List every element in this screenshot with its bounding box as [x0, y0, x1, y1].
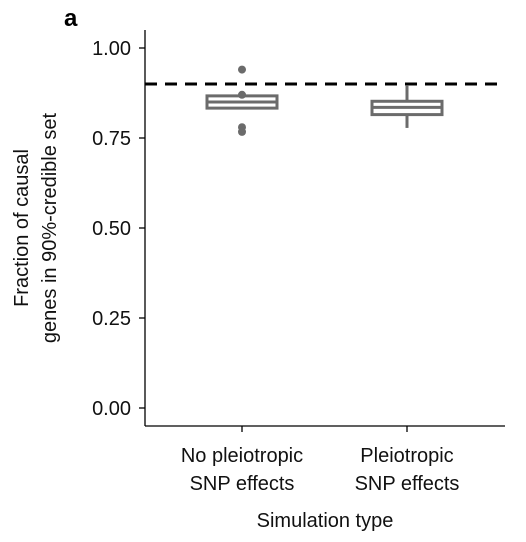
y-axis-title-line-2: genes in 90%-credible set — [39, 112, 61, 343]
outlier-point-0-3 — [238, 127, 246, 136]
panel-label: a — [64, 5, 78, 32]
y-tick-label-2: 0.50 — [92, 218, 131, 240]
x-tick-label-0-line-2: SNP effects — [190, 473, 295, 495]
y-tick-label-4: 1.00 — [92, 38, 131, 60]
plot-area: 0.00 0.25 0.50 0.75 1.00 No pleiotropic SNP ef… — [92, 30, 505, 495]
x-tick-label-1-line-2: SNP effects — [355, 473, 460, 495]
outlier-point-0-0 — [238, 65, 246, 74]
y-tick-label-3: 0.75 — [92, 128, 131, 150]
x-axis-title: Simulation type — [257, 510, 394, 532]
y-tick-label-0: 0.00 — [92, 398, 131, 420]
y-tick-label-1: 0.25 — [92, 308, 131, 330]
y-axis-title: Fraction of causal genes in 90%-credible… — [11, 112, 61, 343]
y-axis-title-line-1: Fraction of causal — [11, 149, 33, 307]
x-tick-label-1-line-1: Pleiotropic — [360, 445, 453, 467]
x-tick-label-0-line-1: No pleiotropic — [181, 445, 303, 467]
outlier-point-0-1 — [238, 90, 246, 99]
